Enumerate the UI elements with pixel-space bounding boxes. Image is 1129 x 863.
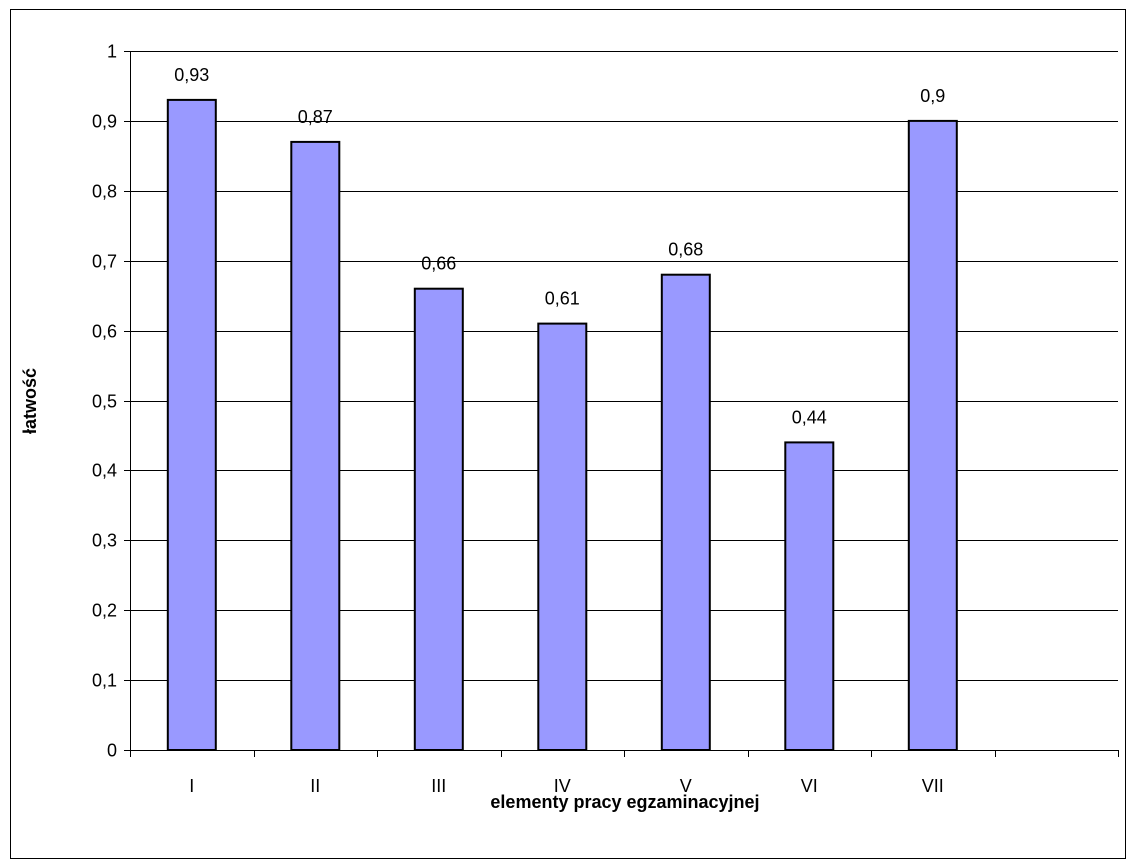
- data-label: 0,44: [792, 407, 827, 427]
- x-tick-label: VII: [922, 776, 944, 796]
- bar: [907, 119, 958, 751]
- bar: [166, 98, 217, 751]
- y-tick-label: 0,8: [92, 182, 117, 202]
- data-label: 0,66: [421, 254, 456, 274]
- y-tick-label: 0,2: [92, 601, 117, 621]
- y-tick-label: 0,7: [92, 252, 117, 272]
- data-label: 0,61: [545, 289, 580, 309]
- x-tick-label: V: [680, 776, 692, 796]
- bar: [660, 273, 711, 751]
- x-tick-label: IV: [554, 776, 571, 796]
- bars: [166, 98, 958, 751]
- bar: [537, 322, 588, 751]
- y-tick-label: 0,3: [92, 531, 117, 551]
- gridlines: [130, 51, 1118, 681]
- axes: [124, 51, 1119, 757]
- x-tick-label: III: [431, 776, 446, 796]
- labels: 0 0,1 0,2 0,3 0,4 0,5 0,6 0,7 0,8 0,9 1 0,93 I 0,87 II…: [92, 42, 945, 797]
- y-tick-label: 0,9: [92, 112, 117, 132]
- x-axis-title: elementy pracy egzaminacyjnej: [490, 792, 759, 812]
- y-tick-label: 1: [107, 42, 117, 62]
- bar: [290, 140, 341, 751]
- bar: [413, 287, 464, 751]
- y-tick-label: 0,4: [92, 461, 117, 481]
- data-label: 0,9: [920, 86, 945, 106]
- y-tick-label: 0,6: [92, 322, 117, 342]
- data-label: 0,87: [298, 107, 333, 127]
- y-tick-label: 0: [107, 741, 117, 761]
- data-label: 0,93: [174, 65, 209, 85]
- bar: [784, 441, 835, 751]
- data-label: 0,68: [668, 240, 703, 260]
- y-axis-title: łatwość: [20, 368, 40, 434]
- y-tick-label: 0,5: [92, 392, 117, 412]
- x-tick-label: II: [310, 776, 320, 796]
- x-tick-label: VI: [801, 776, 818, 796]
- x-tick-label: I: [189, 776, 194, 796]
- y-tick-label: 0,1: [92, 671, 117, 691]
